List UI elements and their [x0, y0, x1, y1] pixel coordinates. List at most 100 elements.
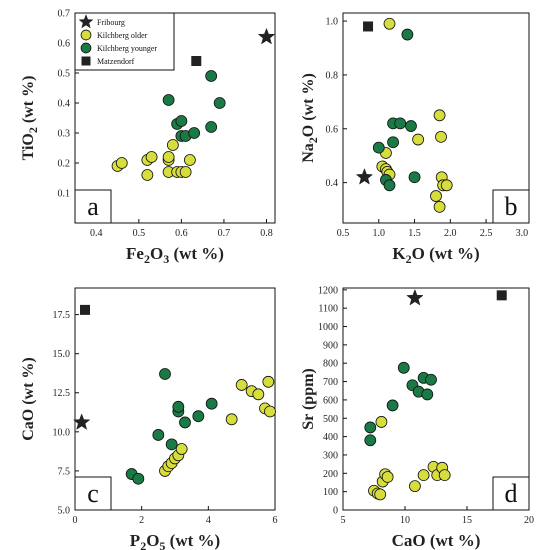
data-point-kilchberg-older	[264, 405, 276, 418]
x-tick-label: 2.0	[444, 228, 457, 239]
data-point-kilchberg-younger	[405, 120, 417, 132]
data-point-kilchberg-older	[440, 179, 453, 192]
x-tick-label: 3.0	[516, 228, 529, 239]
x-tick-label: 10	[400, 515, 410, 526]
data-point-kilchberg-younger	[175, 115, 188, 127]
plot-frame	[342, 12, 530, 224]
panel-letter-box	[492, 189, 530, 224]
x-tick-label: 15	[462, 515, 472, 526]
data-point-kilchberg-older	[183, 154, 196, 166]
chart-panel-b: 0.5 1.0 1.5 2.0 2.5 3.0 0.4 0.6 0.8 1.0 K2O (wt %)…	[300, 12, 530, 266]
data-point-kilchberg-older	[179, 166, 192, 178]
data-point-kilchberg-older	[162, 151, 175, 163]
panel-letter-box	[74, 476, 112, 511]
data-point-matzendorf	[80, 304, 90, 315]
data-point-kilchberg-older	[262, 375, 275, 388]
plot-frame	[74, 12, 276, 224]
panel-letter: a	[87, 192, 99, 221]
data-point-kilchberg-younger	[205, 70, 218, 82]
data-point-kilchberg-older	[252, 388, 265, 401]
y-tick-label: 0	[333, 506, 338, 517]
data-point-kilchberg-younger	[397, 361, 410, 374]
data-point-kilchberg-younger	[205, 121, 218, 133]
x-tick-label: 0.4	[90, 228, 103, 239]
data-point-kilchberg-older	[381, 471, 394, 483]
y-tick-label: 1.0	[326, 17, 339, 28]
legend-marker-kilchberg-younger	[80, 42, 92, 54]
legend-marker-kilchberg-older	[80, 29, 92, 41]
x-tick-label: 1.0	[373, 228, 386, 239]
data-point-kilchberg-younger	[364, 421, 377, 434]
panel-letter: b	[505, 192, 518, 221]
data-point-kilchberg-older	[433, 109, 446, 122]
x-tick-label: 20	[524, 515, 534, 526]
x-tick-label: 4	[206, 515, 211, 526]
y-axis-label: CaO (wt %)	[20, 357, 37, 441]
y-tick-label: 800	[323, 359, 338, 370]
x-tick-label: 0.8	[260, 228, 273, 239]
chart-panel-a: 0.4 0.5 0.6 0.7 0.8 0.1 0.2 0.3 0.4 0.5 0.6 0.7 Fe2O…	[20, 9, 276, 266]
data-point-kilchberg-older	[438, 469, 451, 482]
panel-letter-box	[492, 476, 530, 511]
chart-panel-d: 5 10 15 20010020030040050060070080090010001…	[300, 285, 534, 550]
data-point-kilchberg-younger	[213, 97, 226, 109]
data-point-kilchberg-older	[417, 469, 430, 482]
data-point-kilchberg-older	[115, 157, 128, 169]
data-point-kilchberg-younger	[205, 397, 218, 410]
data-point-matzendorf	[363, 21, 374, 32]
y-tick-label: 1000	[318, 322, 338, 333]
y-tick-label: 700	[323, 377, 338, 388]
data-point-kilchberg-younger	[364, 434, 377, 447]
x-axis-label: K2O (wt %)	[392, 244, 479, 266]
x-axis-label: P2O5 (wt %)	[130, 531, 220, 550]
x-tick-label: 2.5	[480, 228, 493, 239]
data-point-kilchberg-older	[412, 133, 425, 146]
data-point-fribourg	[72, 413, 91, 430]
data-point-kilchberg-younger	[394, 117, 407, 130]
data-point-matzendorf	[496, 290, 507, 301]
legend-label: Kilchberg younger	[97, 44, 157, 53]
y-tick-label: 0.4	[326, 178, 339, 189]
data-point-kilchberg-older	[175, 443, 188, 455]
data-point-kilchberg-older	[433, 200, 446, 213]
data-point-kilchberg-older	[225, 413, 238, 426]
legend-marker-matzendorf	[81, 56, 91, 66]
y-tick-label: 200	[323, 469, 338, 480]
data-point-kilchberg-older	[430, 190, 442, 202]
data-point-kilchberg-older	[435, 130, 447, 143]
legend-label: Matzendorf	[97, 57, 135, 66]
x-axis-label: Fe2O3 (wt %)	[126, 244, 224, 266]
legend-marker-fribourg	[78, 14, 94, 29]
y-tick-label: 900	[323, 340, 338, 351]
data-point-kilchberg-younger	[387, 136, 399, 149]
data-point-kilchberg-younger	[425, 373, 437, 386]
y-tick-label: 17.5	[53, 310, 71, 321]
data-point-kilchberg-older	[383, 17, 396, 30]
y-tick-label: 0.5	[58, 69, 71, 80]
legend: Fribourg Kilchberg older Kilchberg younger…	[74, 12, 175, 71]
data-point-kilchberg-younger	[132, 472, 145, 485]
x-tick-label: 0.5	[337, 228, 350, 239]
data-point-fribourg	[406, 288, 424, 306]
y-tick-label: 1100	[318, 304, 338, 315]
y-tick-label: 0.2	[58, 159, 71, 170]
data-point-kilchberg-younger	[408, 171, 421, 184]
data-point-kilchberg-younger	[421, 388, 434, 401]
y-tick-label: 300	[323, 450, 338, 461]
x-tick-label: 0	[73, 515, 78, 526]
x-tick-label: 1.5	[408, 228, 421, 239]
y-tick-label: 0.1	[58, 189, 71, 200]
data-point-kilchberg-older	[166, 139, 179, 151]
y-tick-label: 500	[323, 414, 338, 425]
y-tick-label: 1200	[318, 285, 338, 296]
panel-letter: c	[87, 479, 99, 508]
data-point-kilchberg-younger	[386, 399, 399, 412]
data-point-kilchberg-older	[375, 416, 388, 428]
y-tick-label: 400	[323, 432, 338, 443]
y-tick-label: 7.5	[58, 466, 71, 477]
y-axis-label: Na2O (wt %)	[300, 73, 320, 163]
legend-label: Fribourg	[97, 18, 125, 27]
data-point-kilchberg-younger	[159, 368, 171, 380]
data-point-kilchberg-younger	[372, 141, 385, 154]
data-point-kilchberg-younger	[188, 127, 201, 139]
